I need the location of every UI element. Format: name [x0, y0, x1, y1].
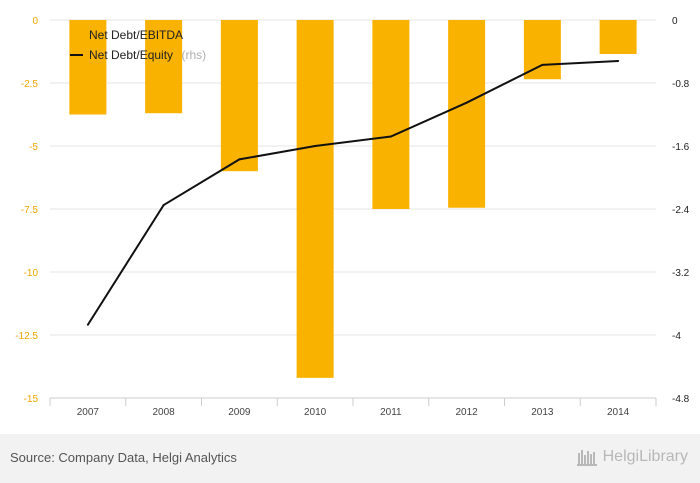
x-tick-label: 2010 — [304, 407, 327, 418]
line-point-2007 — [86, 323, 89, 326]
x-tick-label: 2007 — [77, 407, 100, 418]
legend: Net Debt/EBITDA Net Debt/Equity (rhs) — [70, 28, 206, 63]
bar-2009 — [220, 20, 258, 172]
legend-swatch-bar — [71, 29, 83, 41]
bar-2011 — [372, 20, 410, 209]
bar-2012 — [448, 20, 486, 208]
left-tick-label: -12.5 — [15, 331, 38, 342]
left-tick-label: -2.5 — [21, 79, 39, 90]
line-point-2011 — [389, 135, 392, 138]
right-tick-label: -3.2 — [672, 268, 690, 279]
x-tick-label: 2013 — [531, 407, 554, 418]
left-tick-label: 0 — [32, 16, 38, 27]
helgi-library-icon — [576, 450, 597, 466]
right-tick-label: -4.8 — [672, 394, 690, 405]
right-tick-label: -1.6 — [672, 142, 690, 153]
line-point-2010 — [314, 145, 317, 147]
right-tick-label: -0.8 — [672, 79, 690, 90]
brand-logo: HelgiLibrary — [576, 448, 688, 466]
brand-name: HelgiLibrary — [602, 448, 688, 465]
x-tick-label: 2011 — [380, 407, 402, 418]
footer: Source: Company Data, Helgi Analytics He… — [0, 434, 700, 483]
line-series — [86, 59, 620, 326]
right-tick-label: -4 — [672, 331, 681, 342]
line-path — [87, 59, 619, 326]
combo-chart: 0 -2.5 -5 -7.5 -10 -12.5 -15 0 -0.8 -1.6 -2.4 -3.2… — [15, 16, 690, 418]
legend-line-name: Net Debt/Equity — [89, 48, 173, 62]
right-tick-label: -2.4 — [672, 205, 690, 216]
left-tick-label: -7.5 — [21, 205, 39, 216]
legend-label-bar: Net Debt/EBITDA — [89, 28, 183, 42]
x-tick-label: 2009 — [228, 407, 251, 418]
left-tick-label: -15 — [24, 394, 39, 405]
x-axis: 2007 2008 2009 2010 2011 2012 2013 2014 — [49, 397, 657, 418]
legend-label-line: Net Debt/Equity (rhs) — [89, 46, 206, 63]
right-tick-label: 0 — [672, 16, 678, 27]
source-note: Source: Company Data, Helgi Analytics — [10, 450, 237, 465]
left-axis: 0 -2.5 -5 -7.5 -10 -12.5 -15 — [15, 16, 38, 405]
x-tick-label: 2012 — [456, 407, 479, 418]
line-point-2013 — [541, 63, 544, 66]
right-axis: 0 -0.8 -1.6 -2.4 -3.2 -4 -4.8 — [672, 16, 690, 405]
legend-line-suffix: (rhs) — [182, 48, 207, 62]
bar-2013 — [523, 20, 561, 80]
bar-2010 — [296, 20, 334, 378]
line-point-2008 — [162, 204, 165, 207]
left-tick-label: -5 — [29, 142, 38, 153]
bar-2008 — [145, 20, 183, 114]
x-tick-label: 2014 — [607, 407, 630, 418]
line-point-2014 — [617, 59, 620, 62]
line-point-2009 — [238, 158, 241, 161]
bar-2014 — [599, 20, 637, 55]
bar-series — [69, 20, 637, 378]
left-tick-label: -10 — [24, 268, 39, 279]
x-tick-label: 2008 — [153, 407, 176, 418]
gridlines — [50, 19, 656, 336]
line-point-2012 — [465, 101, 468, 104]
